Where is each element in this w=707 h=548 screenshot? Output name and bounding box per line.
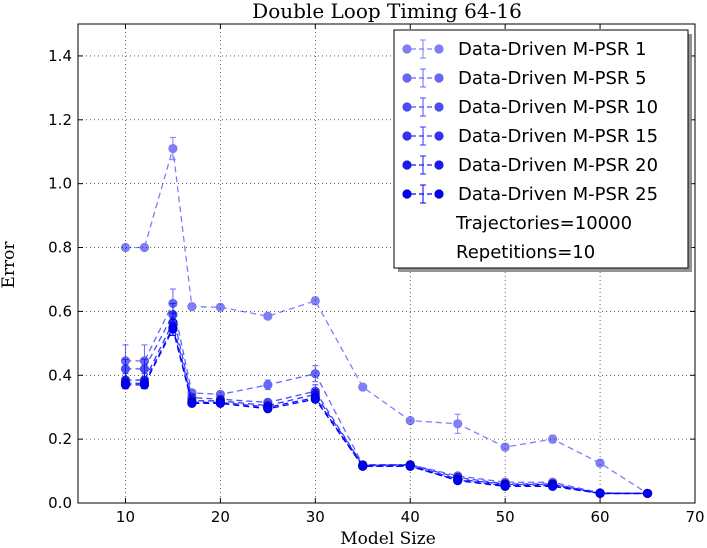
- data-point: [595, 488, 605, 499]
- data-point: [120, 364, 131, 374]
- legend-swatch-6: [402, 184, 444, 204]
- data-point: [139, 242, 150, 253]
- series-line: [125, 327, 648, 495]
- data-point: [139, 364, 150, 374]
- data-point: [500, 442, 510, 452]
- data-point: [453, 476, 463, 486]
- x-tick-label: 50: [496, 508, 515, 526]
- y-axis-label: Error: [0, 241, 19, 289]
- series-line: [125, 301, 648, 495]
- x-tick-label: 60: [591, 508, 610, 526]
- legend-swatch-2: [402, 68, 444, 88]
- y-tick-label: 0.6: [48, 302, 72, 320]
- data-point: [453, 419, 463, 429]
- data-point: [358, 461, 368, 471]
- data-point: [405, 416, 415, 426]
- x-tick-label: 10: [116, 508, 135, 526]
- data-point: [187, 398, 197, 408]
- legend-label: Data-Driven M-PSR 1: [458, 39, 647, 60]
- data-point: [310, 296, 320, 306]
- data-point: [405, 461, 415, 471]
- legend-marker: [434, 73, 444, 83]
- legend-note: Repetitions=10: [456, 242, 595, 263]
- y-tick-label: 0.0: [48, 494, 72, 512]
- tick-layer: 10 20 30 40 50 60 70 0.0 0.2 0.4 0.6 0.8 1.0 1.2 1.4: [48, 24, 705, 526]
- legend: Data-Driven M-PSR 1 Data-Driven M-PSR 5 Da…: [393, 29, 692, 272]
- data-point: [263, 380, 273, 390]
- legend-marker: [402, 131, 412, 141]
- series-line: [125, 320, 648, 495]
- grid-layer: [78, 24, 695, 503]
- x-tick-label: 20: [211, 508, 230, 526]
- legend-swatch-4: [402, 126, 444, 146]
- data-point: [500, 481, 510, 491]
- y-tick-label: 1.0: [48, 175, 72, 193]
- data-point: [215, 302, 225, 312]
- legend-marker: [402, 189, 412, 199]
- legend-swatch-3: [402, 97, 444, 117]
- y-tick-label: 0.8: [48, 239, 72, 257]
- legend-label: Data-Driven M-PSR 5: [458, 68, 647, 89]
- x-axis-label: Model Size: [340, 529, 436, 548]
- legend-marker: [434, 102, 444, 112]
- legend-swatch-5: [402, 155, 444, 175]
- plot-frame: [77, 23, 696, 504]
- data-point: [187, 302, 197, 312]
- data-point: [215, 398, 225, 408]
- legend-marker: [402, 73, 412, 83]
- data-point: [358, 382, 368, 392]
- legend-marker: [402, 160, 412, 170]
- data-point: [168, 143, 178, 154]
- data-point: [595, 458, 605, 468]
- legend-marker: [402, 44, 412, 54]
- legend-label: Data-Driven M-PSR 25: [458, 184, 658, 205]
- data-point: [263, 404, 273, 414]
- data-point: [263, 311, 273, 321]
- chart-title: Double Loop Timing 64-16: [252, 0, 522, 23]
- data-point: [548, 481, 558, 491]
- y-tick-label: 0.2: [48, 430, 72, 448]
- legend-marker: [402, 102, 412, 112]
- data-point: [120, 380, 131, 390]
- legend-marker: [434, 44, 444, 54]
- legend-label: Data-Driven M-PSR 10: [458, 97, 658, 118]
- data-point: [310, 369, 320, 379]
- data-point: [120, 242, 131, 253]
- legend-marker: [434, 189, 444, 199]
- y-tick-label: 1.4: [48, 47, 72, 65]
- data-point: [310, 394, 320, 404]
- data-point: [548, 434, 558, 444]
- series-layer: [120, 136, 653, 499]
- legend-marker: [434, 131, 444, 141]
- data-point: [642, 488, 653, 499]
- series-line: [125, 148, 648, 494]
- legend-swatch-1: [402, 39, 444, 59]
- series-6: [120, 322, 653, 499]
- y-tick-label: 1.2: [48, 111, 72, 129]
- data-point: [139, 380, 150, 390]
- legend-box: [393, 29, 689, 269]
- x-tick-label: 70: [685, 508, 704, 526]
- y-tick-label: 0.4: [48, 366, 72, 384]
- x-tick-label: 40: [401, 508, 420, 526]
- legend-note: Trajectories=10000: [455, 213, 632, 234]
- legend-marker: [434, 160, 444, 170]
- data-point: [168, 324, 178, 334]
- legend-label: Data-Driven M-PSR 15: [458, 126, 658, 147]
- x-tick-label: 30: [306, 508, 325, 526]
- legend-label: Data-Driven M-PSR 20: [458, 155, 658, 176]
